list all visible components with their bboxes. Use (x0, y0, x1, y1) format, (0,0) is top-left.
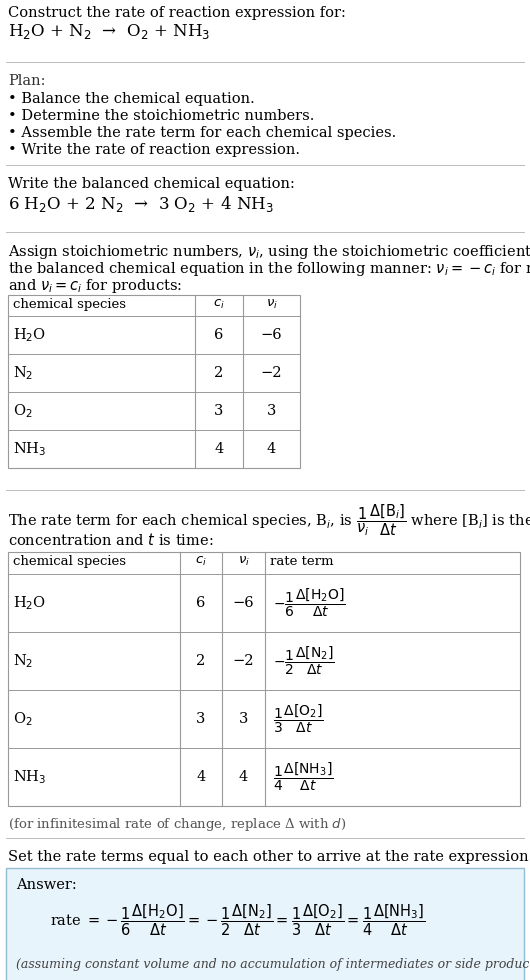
Text: rate term: rate term (270, 555, 333, 568)
Text: $\dfrac{1}{4}\dfrac{\Delta[\mathrm{NH_3}]}{\Delta t}$: $\dfrac{1}{4}\dfrac{\Delta[\mathrm{NH_3}… (273, 760, 333, 793)
Text: • Determine the stoichiometric numbers.: • Determine the stoichiometric numbers. (8, 109, 314, 123)
Text: 2: 2 (214, 366, 224, 380)
Text: $c_i$: $c_i$ (213, 298, 225, 311)
Text: $c_i$: $c_i$ (195, 555, 207, 568)
Text: The rate term for each chemical species, B$_i$, is $\dfrac{1}{\nu_i}\dfrac{\Delt: The rate term for each chemical species,… (8, 502, 530, 538)
Text: 6: 6 (196, 596, 206, 610)
Text: 4: 4 (214, 442, 224, 456)
Text: • Write the rate of reaction expression.: • Write the rate of reaction expression. (8, 143, 300, 157)
Text: 3: 3 (214, 404, 224, 418)
Text: Plan:: Plan: (8, 74, 46, 88)
Text: chemical species: chemical species (13, 555, 126, 568)
Text: 4: 4 (267, 442, 276, 456)
Text: H$_2$O + N$_2$  →  O$_2$ + NH$_3$: H$_2$O + N$_2$ → O$_2$ + NH$_3$ (8, 22, 210, 41)
Text: NH$_3$: NH$_3$ (13, 440, 46, 458)
Text: Answer:: Answer: (16, 878, 77, 892)
Text: H$_2$O: H$_2$O (13, 594, 46, 612)
Text: Assign stoichiometric numbers, $\nu_i$, using the stoichiometric coefficients, $: Assign stoichiometric numbers, $\nu_i$, … (8, 243, 530, 261)
Text: $-\dfrac{1}{6}\dfrac{\Delta[\mathrm{H_2O}]}{\Delta t}$: $-\dfrac{1}{6}\dfrac{\Delta[\mathrm{H_2O… (273, 587, 346, 619)
Text: concentration and $t$ is time:: concentration and $t$ is time: (8, 532, 214, 548)
Text: 3: 3 (267, 404, 276, 418)
Text: −2: −2 (233, 654, 254, 668)
Text: 4: 4 (239, 770, 248, 784)
Text: Write the balanced chemical equation:: Write the balanced chemical equation: (8, 177, 295, 191)
Text: $\dfrac{1}{3}\dfrac{\Delta[\mathrm{O_2}]}{\Delta t}$: $\dfrac{1}{3}\dfrac{\Delta[\mathrm{O_2}]… (273, 703, 323, 735)
Text: • Balance the chemical equation.: • Balance the chemical equation. (8, 92, 255, 106)
Text: the balanced chemical equation in the following manner: $\nu_i = -c_i$ for react: the balanced chemical equation in the fo… (8, 260, 530, 278)
Text: O$_2$: O$_2$ (13, 402, 32, 419)
Text: Set the rate terms equal to each other to arrive at the rate expression:: Set the rate terms equal to each other t… (8, 850, 530, 864)
Text: $\nu_i$: $\nu_i$ (266, 298, 278, 311)
Text: H$_2$O: H$_2$O (13, 326, 46, 344)
Text: 6 H$_2$O + 2 N$_2$  →  3 O$_2$ + 4 NH$_3$: 6 H$_2$O + 2 N$_2$ → 3 O$_2$ + 4 NH$_3$ (8, 194, 274, 214)
Text: $\nu_i$: $\nu_i$ (237, 555, 250, 568)
Text: 6: 6 (214, 328, 224, 342)
Text: chemical species: chemical species (13, 298, 126, 311)
Text: 4: 4 (197, 770, 206, 784)
Text: 3: 3 (196, 712, 206, 726)
Text: • Assemble the rate term for each chemical species.: • Assemble the rate term for each chemic… (8, 126, 396, 140)
Text: (for infinitesimal rate of change, replace Δ with $d$): (for infinitesimal rate of change, repla… (8, 816, 347, 833)
Bar (8, 552, 520, 806)
Bar (8, 295, 300, 468)
Text: and $\nu_i = c_i$ for products:: and $\nu_i = c_i$ for products: (8, 277, 182, 295)
Text: N$_2$: N$_2$ (13, 652, 33, 670)
Text: (assuming constant volume and no accumulation of intermediates or side products): (assuming constant volume and no accumul… (16, 958, 530, 971)
Text: −6: −6 (233, 596, 254, 610)
Text: O$_2$: O$_2$ (13, 710, 32, 728)
Text: 2: 2 (197, 654, 206, 668)
Text: −6: −6 (261, 328, 282, 342)
Text: rate $= -\dfrac{1}{6}\dfrac{\Delta[\mathrm{H_2O}]}{\Delta t} = -\dfrac{1}{2}\dfr: rate $= -\dfrac{1}{6}\dfrac{\Delta[\math… (50, 903, 426, 938)
Text: Construct the rate of reaction expression for:: Construct the rate of reaction expressio… (8, 6, 346, 20)
Text: N$_2$: N$_2$ (13, 365, 33, 382)
FancyBboxPatch shape (6, 868, 524, 980)
Text: NH$_3$: NH$_3$ (13, 768, 46, 786)
Text: −2: −2 (261, 366, 282, 380)
Text: $-\dfrac{1}{2}\dfrac{\Delta[\mathrm{N_2}]}{\Delta t}$: $-\dfrac{1}{2}\dfrac{\Delta[\mathrm{N_2}… (273, 645, 334, 677)
Text: 3: 3 (239, 712, 248, 726)
